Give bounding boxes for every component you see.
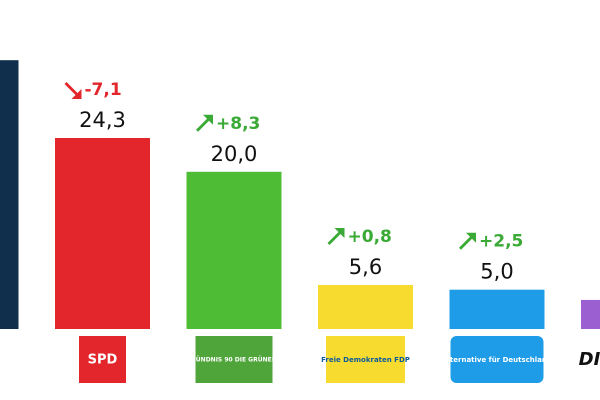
change-arrow [64, 82, 82, 100]
value-label: 24,3 [79, 108, 126, 132]
bar [581, 299, 600, 329]
bar [449, 289, 545, 329]
change-label: +2,5 [479, 232, 523, 252]
value-label: 5,6 [349, 255, 382, 279]
bar [186, 171, 282, 329]
logo-box [450, 336, 544, 383]
change-label: +0,8 [348, 227, 392, 247]
logo-text: BÜNDNIS 90 DIE GRÜNEN [191, 357, 277, 364]
change-arrow [196, 114, 213, 132]
party-logo: Freie Demokraten FDP [321, 336, 410, 383]
logo-box [0, 336, 1, 383]
logo-text: DIE LINKE [579, 349, 600, 370]
value-label: 20,0 [211, 142, 258, 166]
change-arrow [327, 227, 345, 245]
party-logo: CDU [0, 336, 1, 383]
party-logo: Alternative für Deutschland [442, 336, 552, 383]
logo-text: Alternative für Deutschland [442, 356, 552, 364]
change-label: -7,1 [85, 80, 122, 100]
bar [0, 60, 19, 330]
logo-text: Freie Demokraten FDP [321, 356, 410, 364]
logo-box [79, 336, 126, 383]
bar [55, 138, 150, 329]
party-logo: DIE LINKE [579, 336, 600, 383]
change-arrow [459, 232, 476, 250]
value-label: 5,0 [480, 260, 513, 284]
change-label: +8,3 [216, 114, 260, 134]
logo-box [195, 336, 273, 383]
logo-text: SPD [88, 353, 118, 368]
logo-box [326, 336, 405, 383]
logo-box [593, 336, 600, 383]
party-logo: BÜNDNIS 90 DIE GRÜNEN [191, 336, 277, 383]
bar [318, 284, 413, 329]
party-logo: SPD [79, 336, 126, 383]
